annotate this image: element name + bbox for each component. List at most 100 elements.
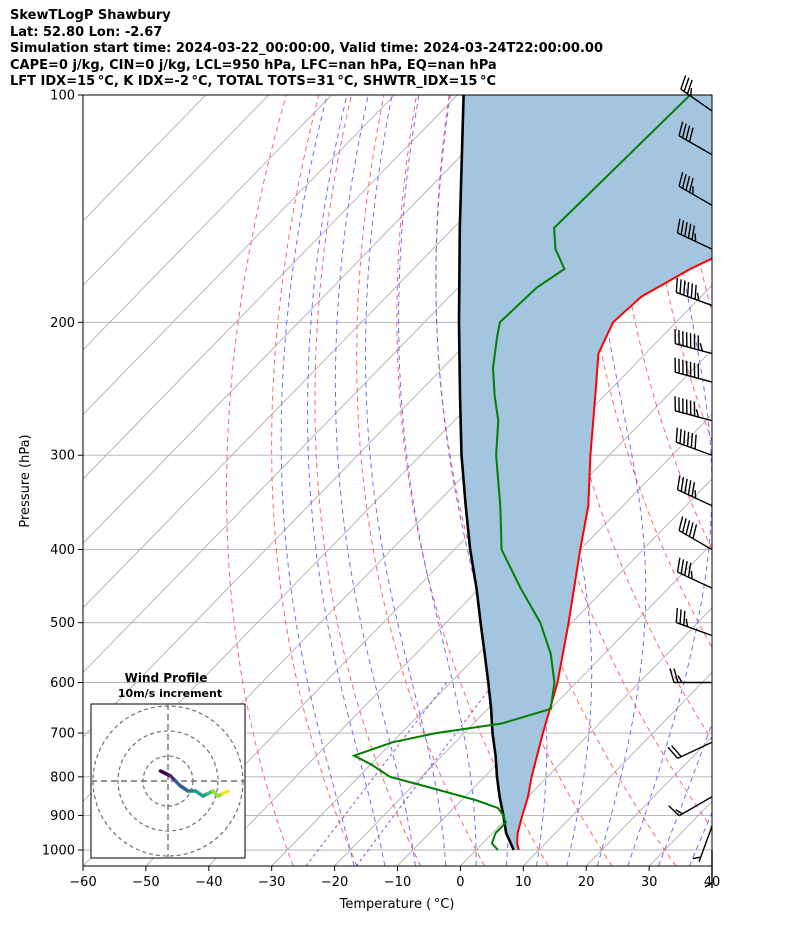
barb-feather — [680, 75, 687, 90]
moist-adiabat — [627, 95, 712, 866]
barb-staff — [678, 529, 713, 551]
wind-barb — [667, 741, 713, 759]
isotherm-line — [83, 95, 521, 545]
x-tick-label: −50 — [132, 875, 159, 890]
stability-indices-2: LFT IDX=15 °C, K IDX=-2 °C, TOTAL TOTS=3… — [10, 74, 497, 89]
barb-feather — [685, 125, 691, 140]
barb-feather — [680, 559, 685, 574]
chart-title: SkewTLogP Shawbury — [10, 8, 171, 23]
y-tick-label: 600 — [50, 676, 75, 691]
y-tick-label: 400 — [50, 543, 75, 558]
moist-adiabat — [334, 95, 416, 866]
barb-feather — [676, 218, 681, 234]
barb-feather — [686, 281, 690, 297]
barb-staff — [676, 291, 713, 307]
barb-feather — [683, 610, 686, 626]
barb-feather — [668, 805, 680, 817]
barb-feather — [688, 178, 694, 193]
y-tick-label: 200 — [50, 316, 75, 331]
x-tick-label: −60 — [69, 875, 96, 890]
isotherm-line — [83, 95, 269, 287]
y-tick-label: 900 — [50, 809, 75, 824]
barb-feather — [679, 429, 682, 444]
hodograph-segment — [221, 789, 230, 796]
barb-feather — [692, 856, 701, 860]
barb-feather — [690, 433, 694, 448]
isotherm-line — [83, 95, 395, 416]
barb-feather — [688, 522, 694, 537]
barb-feather — [691, 225, 696, 240]
isotherm-line — [83, 95, 458, 480]
barb-feather — [678, 172, 684, 187]
barb-feather — [679, 609, 682, 625]
barb-feather — [684, 478, 688, 494]
barb-feather — [675, 427, 679, 443]
mixing-ratio-line — [355, 682, 495, 866]
isotherm-line — [334, 478, 712, 866]
x-tick-label: 20 — [578, 875, 595, 890]
barb-feather — [669, 668, 675, 683]
barb-feather — [678, 121, 684, 136]
barb-feather — [671, 745, 682, 758]
cape-cin-shading — [459, 95, 712, 850]
barb-feather — [681, 174, 687, 189]
barb-feather — [687, 480, 692, 495]
wind-barb — [675, 608, 713, 637]
barb-feather — [680, 476, 685, 492]
barb-feather — [704, 882, 713, 888]
x-tick-label: −20 — [321, 875, 348, 890]
x-tick-label: 0 — [456, 875, 464, 890]
barb-feather — [690, 283, 694, 298]
moist-adiabat — [589, 95, 647, 866]
dry-adiabat — [271, 95, 358, 866]
barb-feather — [692, 524, 698, 539]
barb-feather — [688, 127, 694, 142]
x-tick-label: −40 — [195, 875, 222, 890]
shaded-area — [459, 95, 712, 850]
chart-header: SkewTLogP Shawbury Lat: 52.80 Lon: -2.67… — [10, 8, 603, 91]
barb-feather — [694, 490, 697, 499]
barb-staff — [678, 135, 713, 156]
simulation-times: Simulation start time: 2024-03-22_00:00:… — [10, 41, 603, 56]
barb-feather — [685, 520, 691, 535]
isotherm-line — [83, 95, 584, 609]
barb-feather — [683, 280, 686, 296]
dry-adiabat — [775, 95, 794, 866]
barb-feather — [699, 342, 704, 352]
wind-barb — [674, 396, 713, 422]
barb-feather — [676, 557, 681, 573]
dry-adiabat — [356, 95, 485, 866]
dry-adiabat — [396, 95, 549, 866]
y-tick-label: 800 — [50, 770, 75, 785]
barb-staff — [678, 185, 713, 206]
wind-barb — [676, 475, 713, 507]
parcel-profile-line — [457, 95, 515, 851]
isotherm-line — [522, 671, 712, 866]
wind-barb — [674, 357, 713, 383]
barb-feather — [685, 176, 691, 191]
y-tick-label: 1000 — [42, 844, 75, 859]
barb-feather — [683, 430, 686, 446]
mixing-ratio-line — [305, 682, 448, 866]
barb-feather — [687, 562, 692, 578]
barb-feather — [679, 279, 682, 294]
y-tick-label: 500 — [50, 616, 75, 631]
barb-feather — [681, 123, 687, 138]
moist-adiabat — [398, 95, 477, 866]
x-tick-label: −10 — [384, 875, 411, 890]
hodograph-inset: Wind Profile 10m/s increment — [90, 671, 246, 859]
barb-feather — [667, 746, 679, 759]
barb-feather — [681, 518, 687, 533]
wind-barb — [669, 668, 712, 684]
barb-feather — [691, 481, 696, 497]
barb-feather — [694, 233, 697, 242]
barb-staff — [698, 825, 713, 863]
isotherm-line — [83, 95, 332, 351]
barb-feather — [677, 675, 683, 683]
barb-feather — [676, 475, 681, 490]
dewpoint-line — [351, 95, 691, 851]
isotherm-line — [271, 413, 712, 866]
barb-staff — [675, 343, 713, 355]
y-tick-label: 300 — [50, 449, 75, 464]
barb-feather — [694, 284, 697, 300]
